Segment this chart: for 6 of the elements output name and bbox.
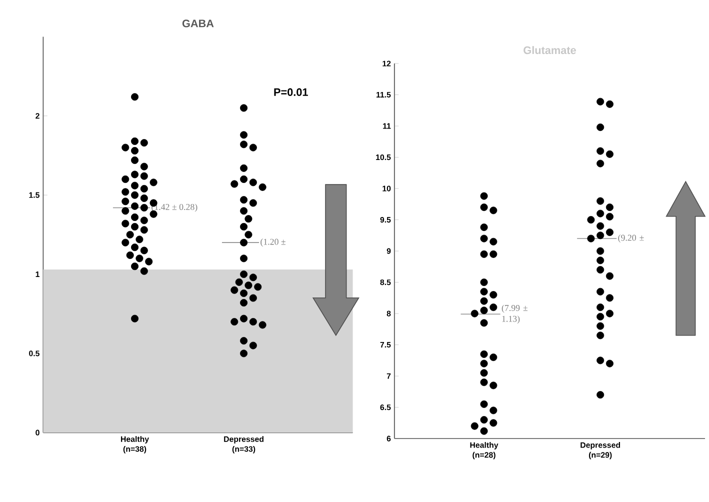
annotation: (1.20 ±	[260, 238, 286, 247]
annotation: (7.99 ± 1.13)	[502, 304, 528, 324]
chart-title: GABA	[182, 20, 214, 28]
chart-title: Glutamate	[524, 46, 576, 54]
annotation: (9.20 ±	[618, 234, 644, 243]
annotation: P=0.01	[274, 88, 308, 96]
